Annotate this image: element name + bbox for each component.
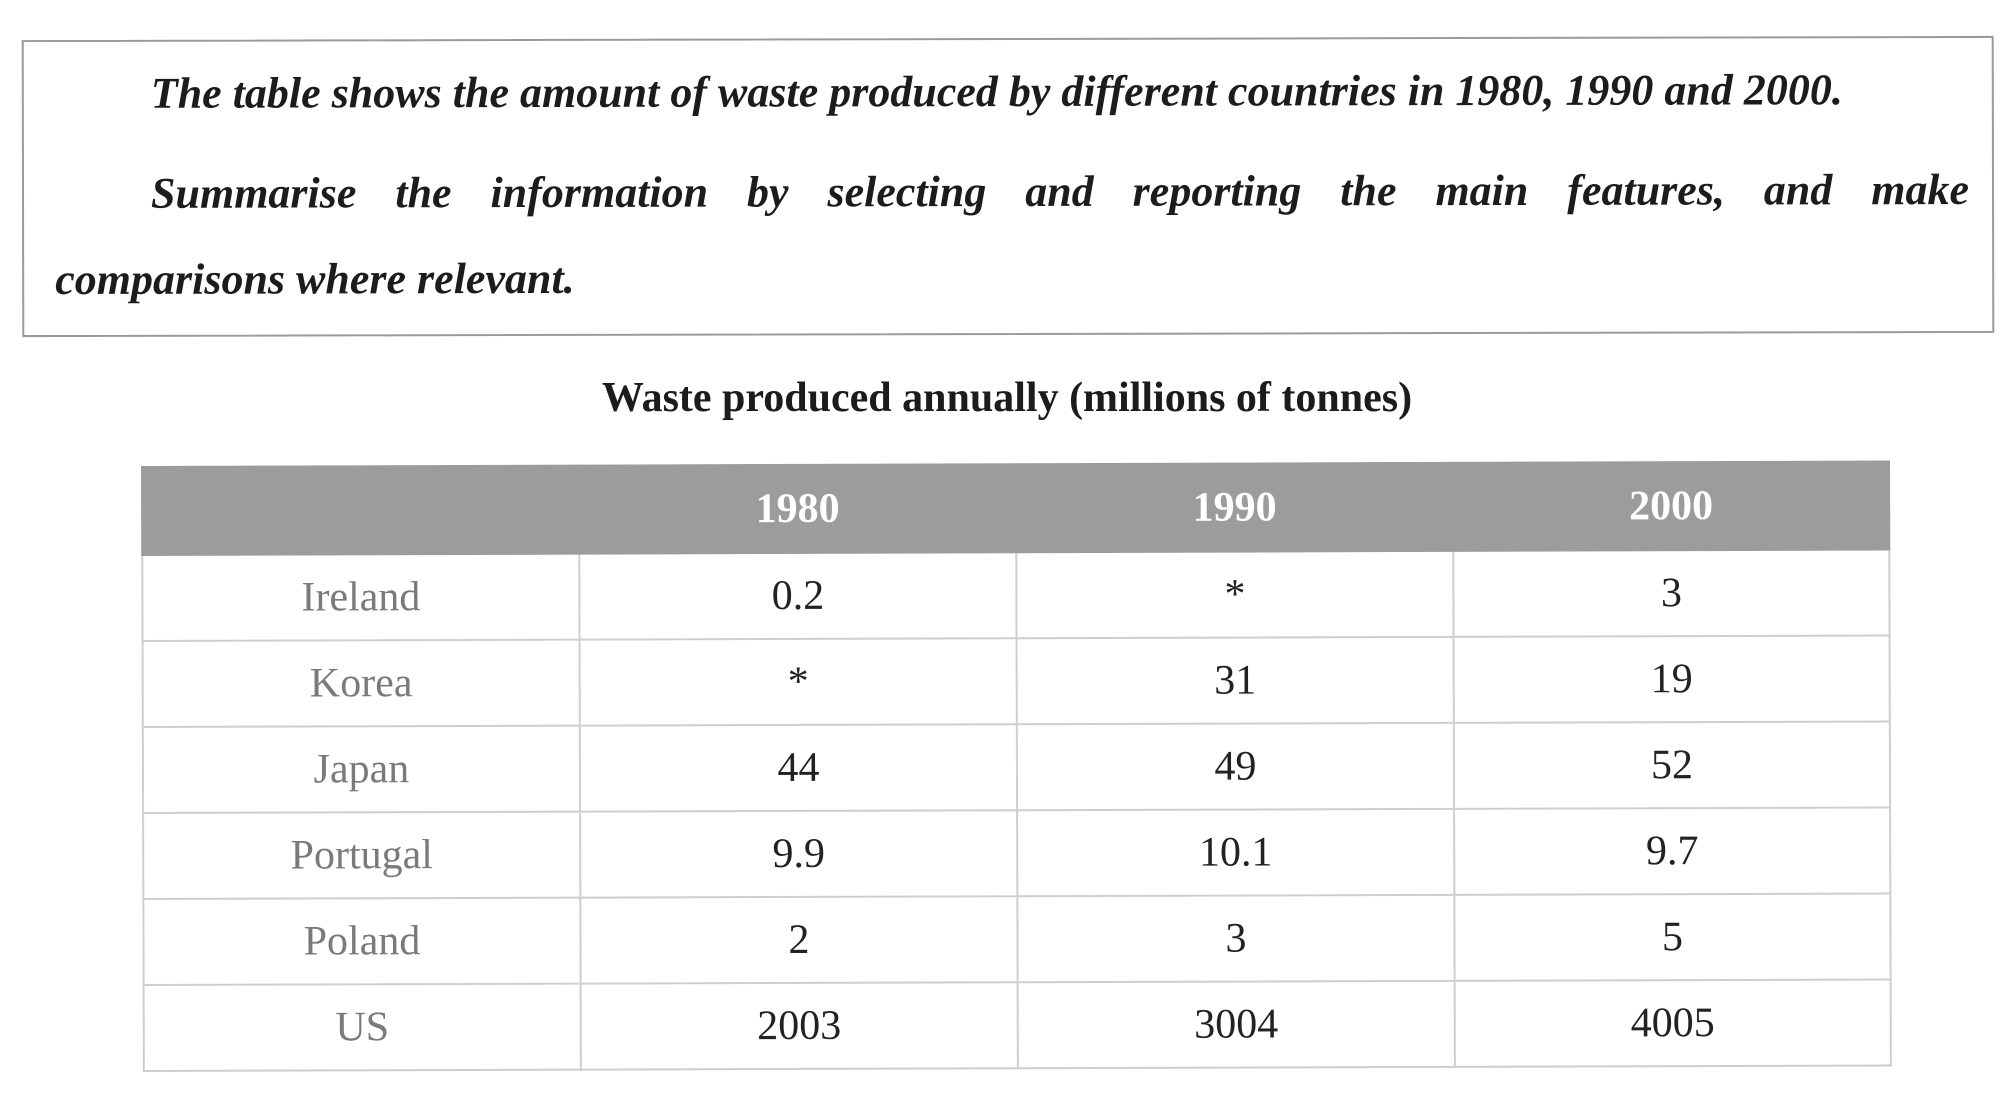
- value-cell: 0.2: [579, 552, 1017, 640]
- value-cell: 5: [1454, 893, 1891, 981]
- country-cell: Ireland: [142, 553, 580, 641]
- value-cell: 19: [1453, 635, 1890, 723]
- country-cell: US: [143, 983, 581, 1071]
- waste-table: 1980 1990 2000 Ireland 0.2 * 3 Korea * 3…: [141, 461, 1892, 1072]
- value-cell: 3004: [1017, 980, 1455, 1069]
- table-row: Korea * 31 19: [142, 635, 1890, 727]
- country-cell: Korea: [142, 639, 580, 727]
- value-cell: 52: [1453, 721, 1891, 809]
- table-row: Japan 44 49 52: [142, 721, 1891, 813]
- table-row: Ireland 0.2 * 3: [142, 549, 1890, 641]
- value-cell: 2: [580, 896, 1018, 984]
- value-cell: 9.7: [1454, 807, 1891, 895]
- value-cell: 44: [579, 724, 1018, 812]
- header-cell-1990: 1990: [1015, 462, 1454, 553]
- task-prompt-line-2: Summarise the information by selecting a…: [150, 164, 1970, 218]
- table-header-row: 1980 1990 2000: [142, 461, 1890, 555]
- table-row: Poland 2 3 5: [143, 893, 1891, 985]
- header-cell-1980: 1980: [579, 464, 1017, 554]
- task-prompt-line-3: comparisons where relevant.: [55, 253, 575, 304]
- table-row: US 2003 3004 4005: [143, 979, 1891, 1071]
- country-cell: Poland: [143, 897, 581, 985]
- value-cell: 31: [1016, 636, 1454, 725]
- value-cell: *: [1016, 550, 1454, 639]
- task-prompt-box: The table shows the amount of waste prod…: [21, 35, 1995, 338]
- header-cell-empty: [142, 465, 580, 555]
- value-cell: 2003: [580, 982, 1018, 1070]
- table-row: Portugal 9.9 10.1 9.7: [143, 807, 1891, 899]
- country-cell: Japan: [142, 725, 581, 813]
- value-cell: 49: [1016, 722, 1455, 811]
- value-cell: 3: [1017, 894, 1455, 983]
- table-title: Waste produced annually (millions of ton…: [601, 375, 1413, 421]
- country-cell: Portugal: [143, 811, 581, 899]
- value-cell: *: [579, 638, 1017, 726]
- value-cell: 3: [1453, 549, 1890, 637]
- value-cell: 10.1: [1017, 808, 1455, 897]
- value-cell: 9.9: [580, 810, 1018, 898]
- task-prompt-line-1: The table shows the amount of waste prod…: [150, 65, 1843, 118]
- header-cell-2000: 2000: [1452, 461, 1890, 551]
- value-cell: 4005: [1454, 979, 1891, 1067]
